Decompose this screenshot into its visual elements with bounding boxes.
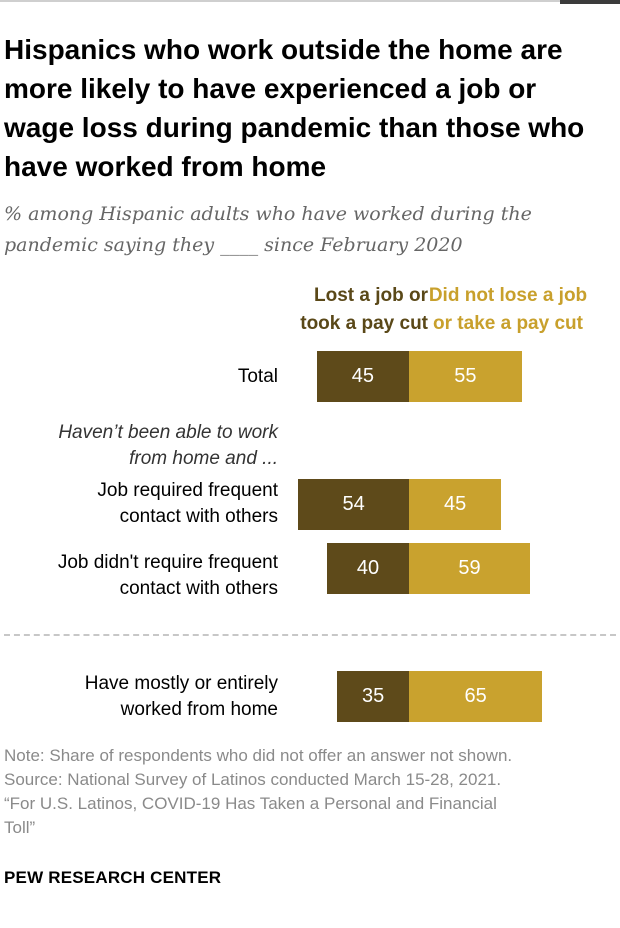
bar-lost-total: 45 — [316, 351, 409, 402]
legend-not-lost: Did not lose a job or take a pay cut — [410, 282, 606, 338]
bar-not-lost-worked-from-home: 65 — [409, 671, 543, 722]
brand-logo-text: PEW RESEARCH CENTER — [4, 868, 222, 887]
bar-lost-worked-from-home: 35 — [337, 671, 409, 722]
group-header-line1: Haven’t been able to work — [58, 422, 278, 443]
chart-title: Hispanics who work outside the home are … — [4, 34, 585, 182]
legend-not-lost-line2: or take a pay cut — [433, 313, 583, 334]
top-rule-dark — [560, 0, 620, 4]
note-text: Note: Share of respondents who did not o… — [4, 746, 513, 765]
bar-not-lost-required-contact: 45 — [409, 479, 502, 530]
legend-lost-line2: took a pay cut — [300, 313, 428, 334]
legend-lost-line1: Lost a job or — [314, 285, 428, 306]
row-label-worked-from-home: Have mostly or entirely worked from home — [85, 671, 278, 723]
row-label-line: Have mostly or entirely — [84, 673, 278, 694]
bar-not-lost-no-required-contact: 59 — [409, 543, 530, 594]
bar-not-lost-total: 55 — [409, 351, 522, 402]
group-header: Haven’t been able to work from home and … — [58, 420, 278, 472]
notes: Note: Share of respondents who did not o… — [4, 744, 614, 840]
row-label-required-contact: Job required frequent contact with other… — [97, 478, 278, 530]
row-label-line: Total — [237, 366, 278, 387]
section-divider — [4, 634, 616, 636]
row-label-line: Job required frequent — [97, 480, 278, 501]
bar-lost-no-required-contact: 40 — [327, 543, 409, 594]
legend-lost: Lost a job or took a pay cut — [248, 282, 428, 338]
group-header-line2: from home and ... — [129, 448, 278, 469]
chart-subtitle: % among Hispanic adults who have worked … — [4, 203, 532, 256]
report-title-line1: “For U.S. Latinos, COVID-19 Has Taken a … — [4, 794, 497, 813]
source-text: Source: National Survey of Latinos condu… — [4, 770, 502, 789]
row-label-no-required-contact: Job didn't require frequent contact with… — [58, 550, 278, 602]
top-rule-light — [0, 0, 560, 2]
report-title-line2: Toll” — [4, 818, 36, 837]
row-label-line: Job didn't require frequent — [57, 552, 278, 573]
row-label-line: contact with others — [119, 578, 278, 599]
row-label-total: Total — [238, 364, 278, 390]
row-label-line: worked from home — [120, 699, 278, 720]
legend-not-lost-line1: Did not lose a job — [428, 285, 588, 306]
top-rule — [0, 0, 620, 4]
bar-lost-required-contact: 54 — [298, 479, 409, 530]
row-label-line: contact with others — [119, 506, 278, 527]
